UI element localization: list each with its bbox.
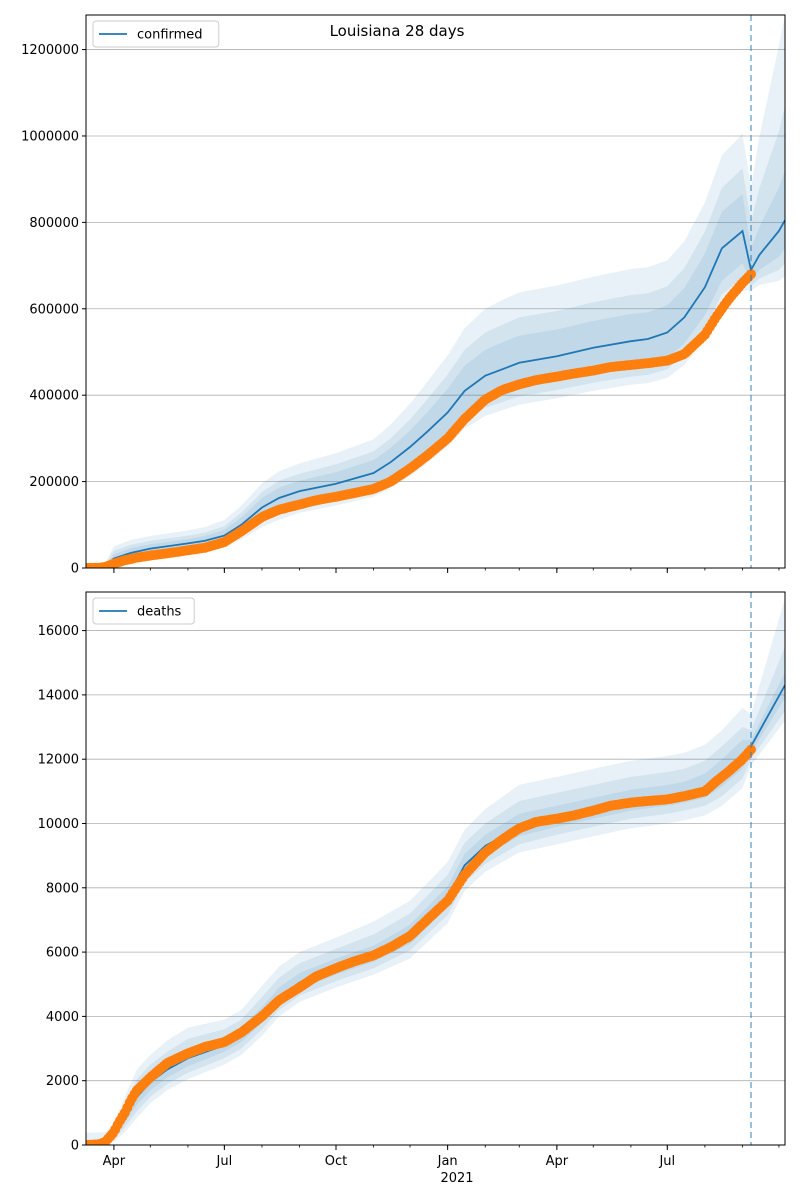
confirmed-band-3: [86, 15, 785, 568]
deaths-y-tick-label: 6000: [46, 946, 79, 961]
confirmed-y-tick-label: 600000: [29, 302, 79, 317]
deaths-plot-area: [86, 598, 785, 1145]
confirmed-legend-box: [92, 20, 220, 48]
deaths-y-tick-label: 2000: [46, 1074, 79, 1089]
confirmed-y-tick-label: 1200000: [21, 43, 79, 58]
confirmed-y-tick-label: 400000: [29, 389, 79, 404]
confirmed-band-1: [86, 170, 785, 568]
deaths-axes-frame: [85, 591, 786, 1146]
deaths-band-2: [86, 646, 785, 1145]
x-year-label: 2021: [440, 1171, 473, 1186]
deaths-y-tick-label: 4000: [46, 1010, 79, 1025]
confirmed-legend: confirmed: [92, 20, 220, 48]
deaths-y-tick-label: 8000: [46, 881, 79, 896]
confirmed-panel: 0 200000 400000 600000 800000 1000000 1200000 c…: [21, 14, 786, 577]
confirmed-y-tick-label: 1000000: [21, 129, 79, 144]
x-tick-label: Oct: [325, 1154, 347, 1169]
deaths-y-tick-label: 16000: [38, 624, 79, 639]
deaths-legend-box: [92, 597, 195, 625]
figure-title: Louisiana 28 days: [330, 22, 465, 40]
deaths-legend-label: deaths: [137, 605, 182, 620]
x-tick-label: Jul: [216, 1154, 233, 1169]
confirmed-observed-point: [746, 269, 756, 280]
confirmed-legend-label: confirmed: [137, 28, 203, 43]
confirmed-y-tick-label: 800000: [29, 216, 79, 231]
deaths-observed-point: [746, 744, 756, 755]
deaths-y-tick-label: 14000: [38, 688, 79, 703]
confirmed-y-tick-label: 200000: [29, 475, 79, 490]
x-tick-label: Jan: [437, 1154, 458, 1169]
deaths-legend: deaths: [92, 597, 195, 625]
confirmed-band-2: [86, 105, 785, 568]
confirmed-plot-area: [86, 15, 785, 568]
x-tick-label: Apr: [546, 1154, 569, 1169]
confirmed-model-line: [86, 219, 785, 568]
x-tick-label: Apr: [103, 1154, 126, 1169]
x-tick-label: Jul: [658, 1154, 675, 1169]
deaths-y-tick-label: 0: [71, 1139, 79, 1154]
deaths-y-tick-label: 10000: [38, 817, 79, 832]
confirmed-axes-frame: [85, 14, 786, 569]
deaths-panel: 0 2000 4000 6000 8000 10000 12000 14000 16000 Apr…: [38, 591, 786, 1169]
confirmed-y-tick-label: 0: [71, 562, 79, 577]
deaths-y-tick-label: 12000: [38, 753, 79, 768]
deaths-band-3: [86, 598, 785, 1145]
